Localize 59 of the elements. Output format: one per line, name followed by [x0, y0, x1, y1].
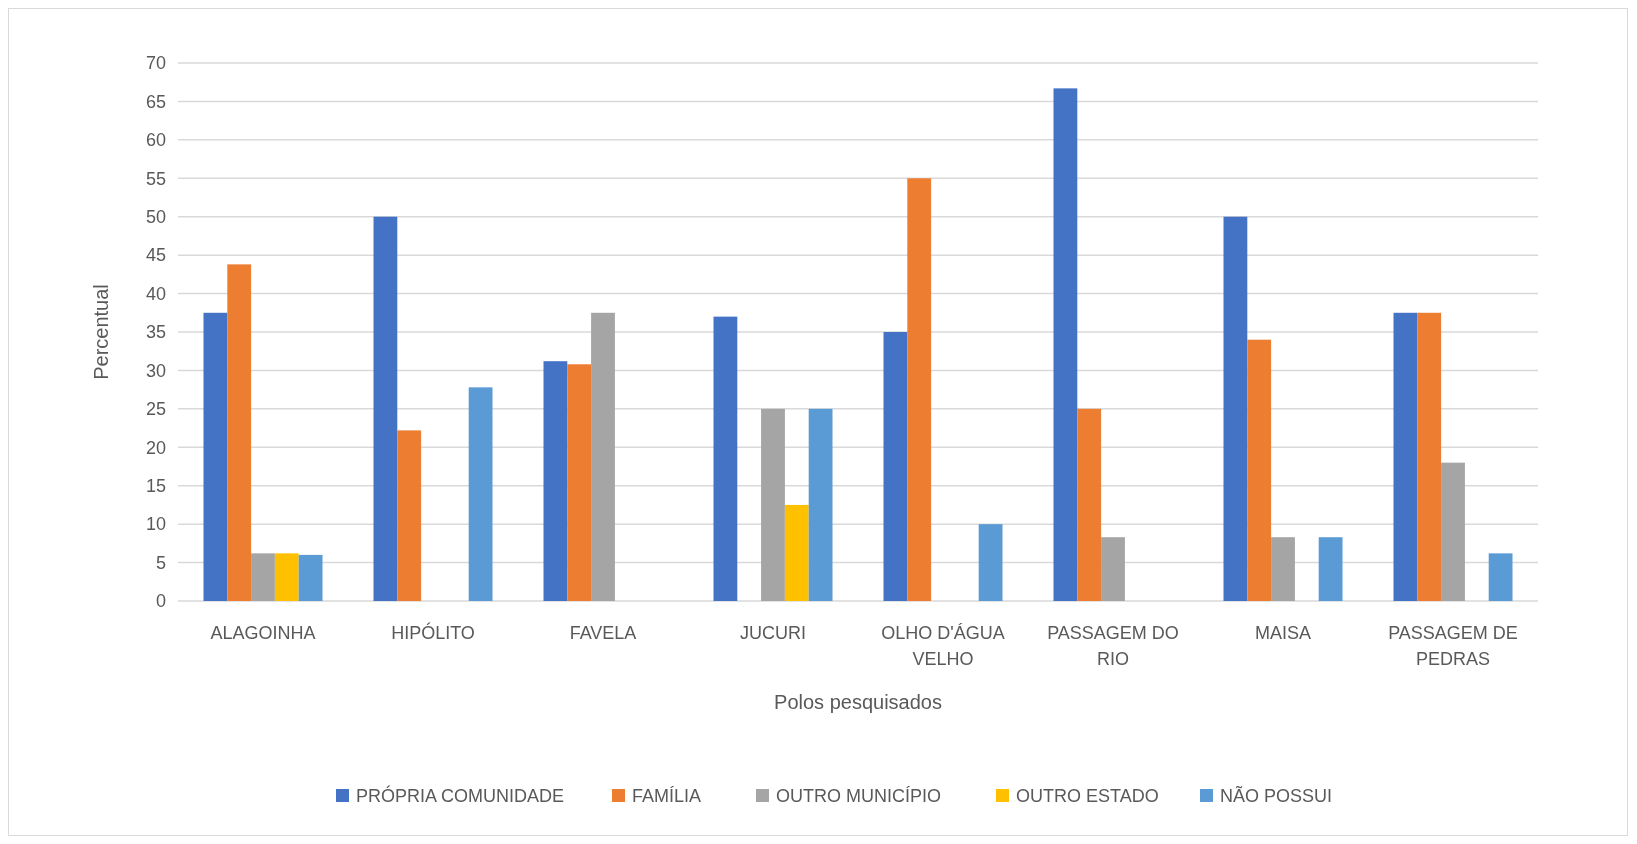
bar: [713, 316, 738, 601]
x-axis-title: Polos pesquisados: [774, 691, 942, 713]
y-tick-label: 60: [145, 130, 166, 151]
y-tick-label: 20: [145, 437, 166, 458]
bar: [784, 504, 809, 601]
y-tick-label: 40: [145, 283, 166, 304]
legend-label: PRÓPRIA COMUNIDADE: [356, 785, 565, 807]
bar: [1393, 312, 1418, 601]
bar: [298, 554, 323, 601]
bar: [1271, 537, 1295, 601]
x-tick-label: JUCURI: [740, 623, 806, 643]
legend-label: OUTRO ESTADO: [1016, 786, 1159, 807]
y-tick-label: 0: [155, 591, 166, 612]
y-tick-label: 65: [145, 91, 166, 112]
y-axis-title: Percentual: [90, 284, 112, 380]
bar: [227, 264, 252, 601]
y-tick-label: 10: [145, 514, 166, 535]
y-tick-label: 35: [145, 322, 166, 343]
bar: [1417, 312, 1442, 601]
x-tick-label: HIPÓLITO: [391, 622, 475, 643]
x-tick-label: ALAGOINHA: [210, 623, 316, 643]
x-tick-label: MAISA: [1254, 623, 1312, 643]
y-tick-label: 55: [145, 168, 166, 189]
x-tick-label: OLHO D'ÁGUA VELHO: [881, 623, 1005, 669]
bar: [1318, 537, 1343, 601]
x-tick-label: FAVELA: [569, 623, 637, 643]
bar: [1247, 339, 1272, 601]
bar: [468, 387, 493, 601]
bar: [373, 216, 398, 601]
x-tick-label: PASSAGEM DE PEDRAS: [1388, 623, 1518, 669]
bar: [907, 178, 932, 601]
y-tick-label: 45: [145, 245, 166, 266]
bar: [591, 312, 615, 601]
bar: [1223, 216, 1248, 601]
y-tick-label: 5: [155, 552, 166, 573]
legend-label: OUTRO MUNICÍPIO: [776, 786, 941, 807]
bar: [1053, 88, 1078, 601]
bar: [1441, 462, 1465, 601]
legend-label: NÃO POSSUI: [1220, 785, 1333, 807]
bar: [251, 553, 275, 601]
legend-label: FAMÍLIA: [632, 786, 702, 807]
bar: [397, 430, 422, 601]
bar: [203, 312, 228, 601]
y-tick-label: 30: [145, 360, 166, 381]
bar: [274, 553, 299, 601]
y-tick-label: 25: [145, 399, 166, 420]
bar: [567, 364, 592, 601]
x-tick-label: PASSAGEM DO RIO: [1047, 623, 1179, 669]
y-tick-label: 15: [145, 476, 166, 497]
bar: [1077, 408, 1102, 601]
y-tick-label: 50: [145, 207, 166, 228]
y-tick-label: 70: [145, 53, 166, 74]
bar: [978, 524, 1003, 601]
bar: [1101, 537, 1125, 601]
bar: [543, 361, 568, 601]
bar: [761, 408, 785, 601]
bar: [808, 408, 833, 601]
bar: [1488, 553, 1513, 601]
bar: [883, 332, 908, 601]
